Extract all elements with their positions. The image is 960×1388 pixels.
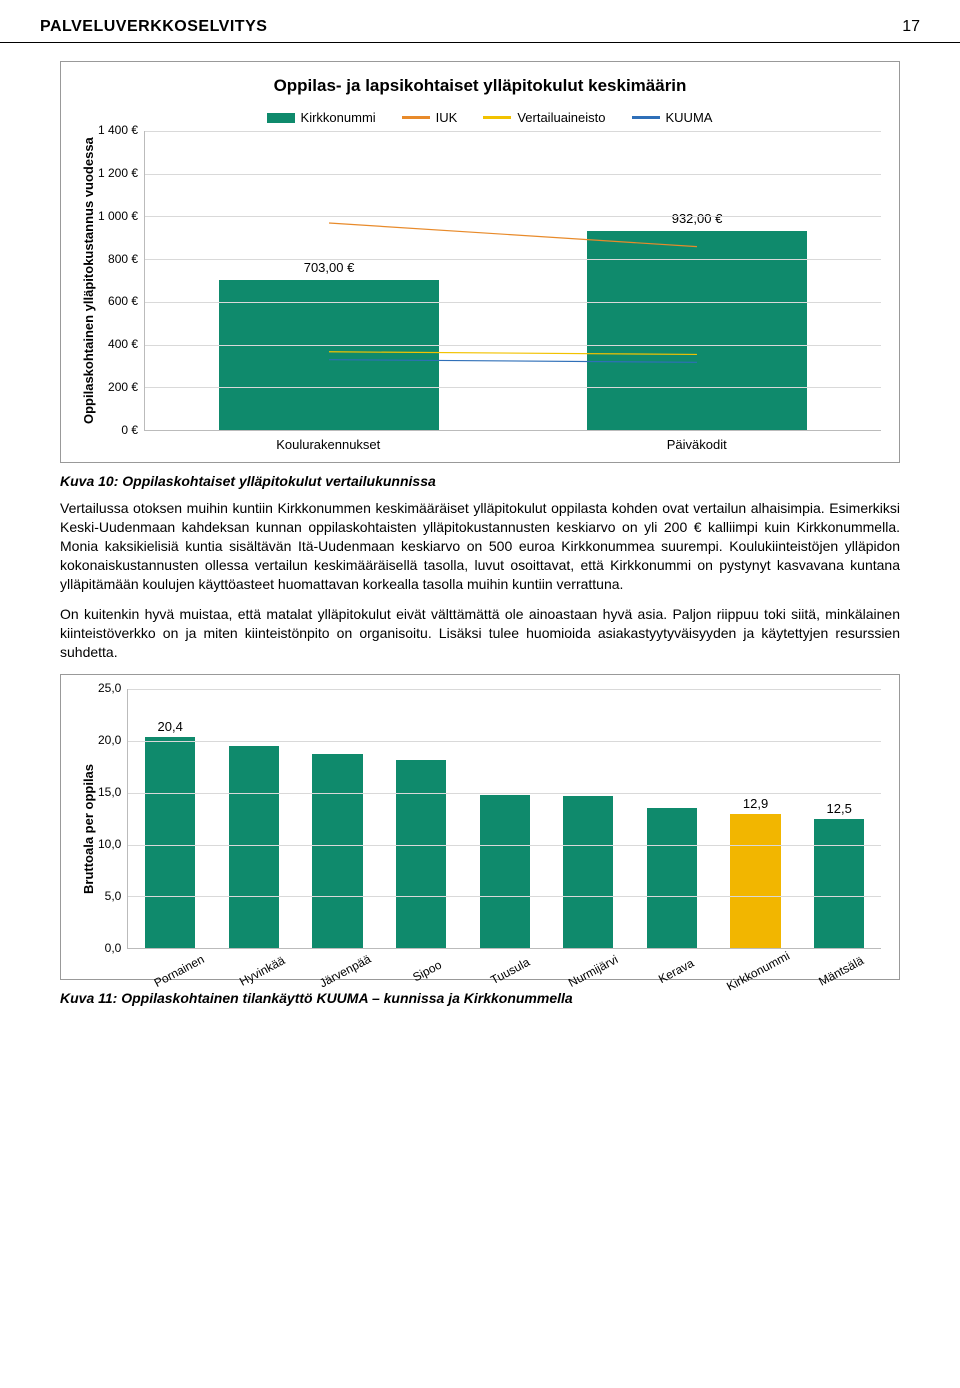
chart2-plot-area: 20,4 12,9 12,5: [127, 689, 881, 949]
chart1-yaxis-label: Oppilaskohtainen ylläpitokustannus vuode…: [79, 110, 98, 452]
bar-slot: [630, 689, 714, 948]
bar-highlight: 12,9: [730, 814, 780, 948]
legend-item: Kirkkonummi: [267, 110, 376, 125]
bar-slot: [546, 689, 630, 948]
chart1-title: Oppilas- ja lapsikohtaiset ylläpitokulut…: [79, 76, 881, 96]
legend-swatch: [267, 113, 295, 123]
trend-line: [329, 352, 697, 355]
chart1-plot-area: 703,00 €932,00 €: [144, 131, 881, 431]
legend-item: Vertailuaineisto: [483, 110, 605, 125]
chart-oppilas-yllapito: Oppilas- ja lapsikohtaiset ylläpitokulut…: [60, 61, 900, 463]
page-number: 17: [902, 18, 920, 36]
bar: 20,4: [145, 737, 195, 948]
bar: [480, 795, 530, 948]
bar-slot: 12,5: [797, 689, 881, 948]
x-category-label: Järvenpää: [305, 946, 385, 997]
x-category-label: Hyvinkää: [222, 946, 302, 997]
legend-label: Kirkkonummi: [301, 110, 376, 125]
bar-value-label: 20,4: [158, 719, 183, 734]
bar: [647, 808, 697, 948]
page-header: PALVELUVERKKOSELVITYS 17: [0, 0, 960, 43]
bar: 12,5: [814, 819, 864, 949]
bar-slot: [212, 689, 296, 948]
bar: [396, 760, 446, 949]
bar: [229, 746, 279, 948]
bar-slot: 12,9: [714, 689, 798, 948]
legend-swatch: [483, 116, 511, 119]
chart2-yticks: 25,020,015,010,05,00,0: [98, 689, 127, 949]
bar: [312, 754, 362, 948]
x-category-label: Kirkkonummi: [719, 946, 799, 997]
bar-slot: 20,4: [128, 689, 212, 948]
chart2-xcats: PornainenHyvinkääJärvenpääSipooTuusulaNu…: [136, 955, 881, 969]
legend-item: KUUMA: [632, 110, 713, 125]
legend-label: IUK: [436, 110, 458, 125]
legend-label: Vertailuaineisto: [517, 110, 605, 125]
bar-value-label: 12,5: [827, 801, 852, 816]
trend-line: [329, 360, 697, 363]
trend-line: [329, 223, 697, 247]
x-category-label: Pornainen: [139, 946, 219, 997]
chart-bruttoala: Bruttoala per oppilas 25,020,015,010,05,…: [60, 674, 900, 980]
bar-slot: [296, 689, 380, 948]
x-category-label: Mäntsälä: [802, 946, 882, 997]
legend-swatch: [402, 116, 430, 119]
bar-value-label: 12,9: [743, 796, 768, 811]
chart2-yaxis-label: Bruttoala per oppilas: [79, 689, 98, 969]
bar-slot: [463, 689, 547, 948]
header-title: PALVELUVERKKOSELVITYS: [40, 18, 267, 36]
chart1-yticks: 1 400 €1 200 €1 000 €800 €600 €400 €200 …: [98, 131, 144, 431]
x-category-label: Nurmijärvi: [553, 946, 633, 997]
x-category-label: Kerava: [636, 946, 716, 997]
x-category-label: Tuusula: [470, 946, 550, 997]
legend-label: KUUMA: [666, 110, 713, 125]
x-category-label: Sipoo: [388, 946, 468, 997]
bar-slot: [379, 689, 463, 948]
bar: [563, 796, 613, 948]
legend-swatch: [632, 116, 660, 119]
chart1-legend: Kirkkonummi IUK Vertailuaineisto KUUMA: [98, 110, 881, 125]
legend-item: IUK: [402, 110, 458, 125]
